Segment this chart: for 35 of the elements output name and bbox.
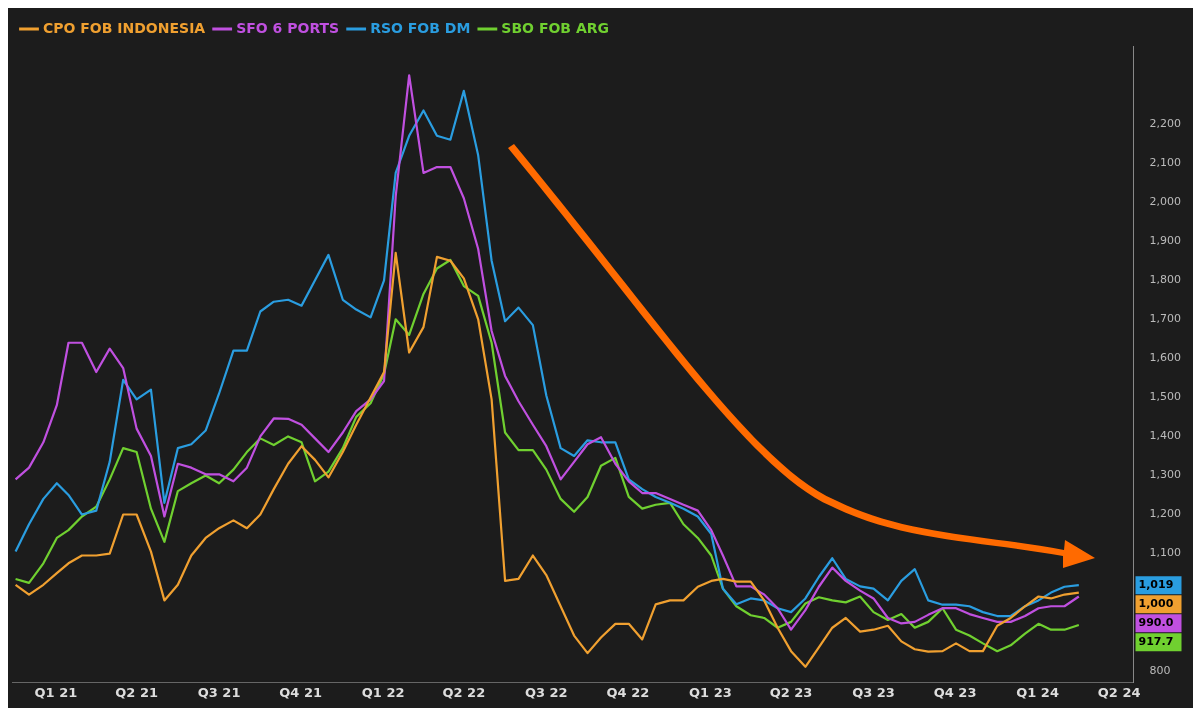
x-tick-label: Q4 21 [279, 684, 323, 700]
x-tick-label: Q2 24 [1097, 684, 1141, 700]
x-tick-label: Q2 22 [442, 684, 486, 700]
text: 990.0 [1138, 616, 1174, 630]
x-tick-label: Q3 22 [524, 684, 568, 700]
y-tick-label: 1,800 [1149, 273, 1182, 287]
y-tick-label: 2,100 [1149, 155, 1182, 169]
legend-label: SFO 6 PORTS [236, 19, 340, 36]
y-tick-label: 1,300 [1149, 468, 1182, 482]
legend-label: SBO FOB ARG [501, 19, 610, 36]
y-tick-label: 2,200 [1149, 116, 1182, 130]
x-tick-label: Q3 21 [197, 684, 241, 700]
x-tick-label: Q3 23 [852, 684, 895, 700]
legend-label: RSO FOB DM [370, 19, 471, 36]
y-tick-label: 1,900 [1149, 234, 1182, 248]
text: 1,019 [1138, 578, 1174, 592]
x-tick-label: Q2 21 [115, 684, 158, 700]
legend-label: CPO FOB INDONESIA [43, 19, 206, 36]
x-tick-label: Q4 23 [933, 684, 977, 700]
x-tick-label: Q2 23 [769, 684, 813, 700]
x-tick-label: Q1 24 [1016, 684, 1059, 700]
y-tick-label: 1,400 [1149, 429, 1182, 443]
x-tick-label: Q1 23 [689, 684, 732, 700]
x-tick-label: Q1 22 [361, 684, 405, 700]
text: 1,000 [1138, 597, 1174, 611]
x-tick-label: Q4 22 [606, 684, 650, 700]
text: 917.7 [1138, 635, 1174, 649]
y-tick-label: 1,600 [1149, 351, 1182, 365]
x-tick-label: Q1 21 [34, 684, 78, 700]
y-tick-label: 1,500 [1149, 390, 1182, 404]
y-tick-label: 1,700 [1149, 312, 1182, 326]
y-tick-label: 2,000 [1149, 195, 1182, 209]
y-tick-label: 1,100 [1149, 546, 1182, 560]
y-tick-label: 1,200 [1149, 507, 1182, 521]
y-tick-label: 800 [1149, 663, 1171, 677]
